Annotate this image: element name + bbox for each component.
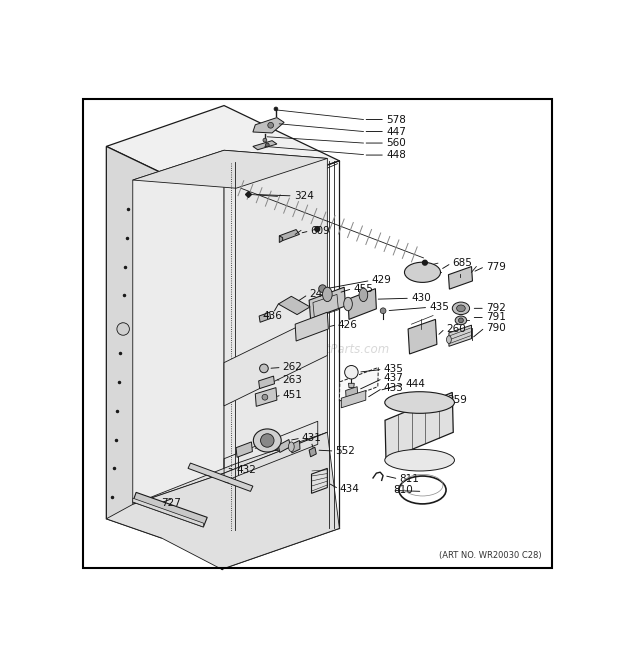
- Text: 435: 435: [429, 302, 449, 313]
- Circle shape: [117, 323, 130, 335]
- Circle shape: [260, 434, 274, 447]
- Circle shape: [422, 260, 427, 265]
- Text: 434: 434: [340, 484, 360, 494]
- Polygon shape: [385, 393, 453, 460]
- Text: 791: 791: [486, 313, 506, 323]
- Circle shape: [319, 285, 326, 292]
- Circle shape: [274, 107, 278, 111]
- Circle shape: [265, 143, 269, 147]
- Polygon shape: [107, 432, 339, 569]
- Polygon shape: [311, 469, 327, 493]
- Ellipse shape: [404, 262, 441, 282]
- Polygon shape: [133, 432, 327, 504]
- Text: 448: 448: [386, 150, 406, 160]
- Polygon shape: [253, 141, 277, 150]
- Polygon shape: [188, 463, 253, 491]
- Ellipse shape: [385, 392, 454, 413]
- Text: 727: 727: [162, 498, 182, 508]
- Circle shape: [380, 308, 386, 313]
- Polygon shape: [348, 289, 376, 319]
- Text: 552: 552: [335, 446, 355, 456]
- Text: 437: 437: [384, 373, 404, 383]
- Polygon shape: [259, 376, 275, 389]
- Polygon shape: [236, 442, 252, 457]
- Text: 609: 609: [311, 226, 330, 236]
- Ellipse shape: [288, 442, 294, 451]
- Ellipse shape: [459, 318, 463, 323]
- Polygon shape: [133, 150, 224, 504]
- Text: 444: 444: [405, 379, 425, 389]
- Text: (ART NO. WR20030 C28): (ART NO. WR20030 C28): [438, 551, 541, 560]
- Ellipse shape: [322, 287, 332, 301]
- Circle shape: [263, 138, 267, 142]
- Circle shape: [262, 395, 268, 400]
- Polygon shape: [279, 229, 299, 241]
- Polygon shape: [278, 296, 310, 315]
- Polygon shape: [448, 266, 472, 289]
- Polygon shape: [107, 146, 222, 538]
- Text: 779: 779: [486, 262, 506, 272]
- Text: 447: 447: [386, 126, 406, 137]
- Text: 431: 431: [302, 433, 322, 443]
- Polygon shape: [341, 391, 366, 408]
- Text: 262: 262: [283, 362, 303, 372]
- Polygon shape: [255, 387, 277, 407]
- Ellipse shape: [455, 316, 467, 325]
- Text: 560: 560: [386, 138, 405, 148]
- Ellipse shape: [359, 288, 368, 301]
- Text: 810: 810: [394, 485, 414, 496]
- Ellipse shape: [254, 429, 281, 452]
- Text: 790: 790: [486, 323, 506, 332]
- Ellipse shape: [456, 305, 465, 312]
- Text: 792: 792: [486, 303, 506, 313]
- Text: 436: 436: [262, 311, 282, 321]
- Polygon shape: [291, 440, 300, 453]
- Polygon shape: [339, 368, 378, 401]
- Text: 685: 685: [453, 258, 472, 268]
- Circle shape: [315, 227, 320, 231]
- Polygon shape: [133, 498, 203, 527]
- Polygon shape: [224, 150, 327, 473]
- Polygon shape: [295, 312, 329, 341]
- Text: eReplacementParts.com: eReplacementParts.com: [246, 342, 390, 356]
- Text: 811: 811: [399, 474, 419, 484]
- Text: 433: 433: [384, 383, 404, 393]
- Text: 442: 442: [260, 443, 280, 453]
- Circle shape: [260, 364, 268, 373]
- Text: 260: 260: [446, 323, 466, 334]
- Text: 435: 435: [384, 364, 404, 374]
- Polygon shape: [348, 383, 354, 387]
- Text: 429: 429: [371, 276, 391, 286]
- Text: 263: 263: [283, 375, 303, 385]
- Text: 432: 432: [236, 465, 256, 475]
- Ellipse shape: [385, 449, 454, 471]
- Text: 430: 430: [411, 293, 431, 303]
- Polygon shape: [309, 447, 316, 457]
- Text: 451: 451: [283, 390, 303, 400]
- Text: 324: 324: [294, 191, 314, 201]
- Text: 259: 259: [448, 395, 467, 405]
- Polygon shape: [253, 118, 284, 133]
- Polygon shape: [309, 287, 345, 319]
- Ellipse shape: [343, 297, 352, 311]
- Text: 426: 426: [338, 320, 358, 330]
- Polygon shape: [133, 150, 327, 188]
- Text: 578: 578: [386, 114, 406, 124]
- Text: 242: 242: [309, 290, 329, 299]
- Circle shape: [268, 122, 273, 128]
- Polygon shape: [107, 106, 339, 202]
- Polygon shape: [224, 312, 327, 406]
- Ellipse shape: [452, 302, 469, 315]
- Polygon shape: [449, 325, 471, 346]
- Polygon shape: [133, 492, 207, 527]
- Polygon shape: [278, 440, 290, 453]
- Polygon shape: [279, 236, 283, 243]
- Ellipse shape: [446, 336, 451, 344]
- Polygon shape: [345, 387, 358, 398]
- Text: 455: 455: [353, 284, 373, 293]
- Circle shape: [345, 366, 358, 379]
- Polygon shape: [259, 312, 271, 323]
- Polygon shape: [408, 319, 437, 354]
